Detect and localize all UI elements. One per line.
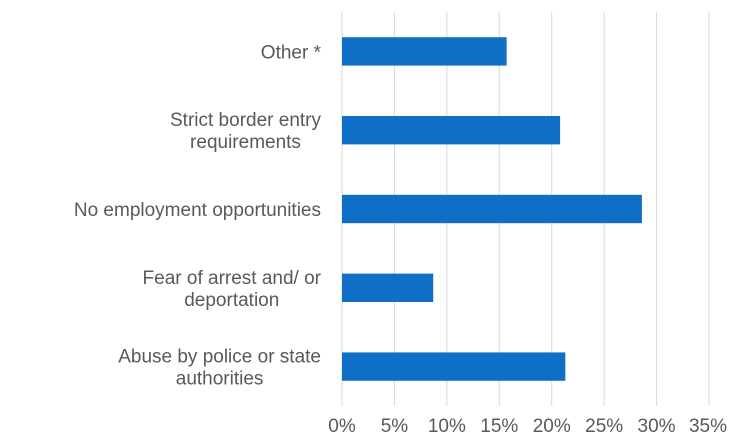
x-tick-label: 15%	[480, 416, 518, 437]
x-tick-label: 35%	[689, 416, 727, 437]
category-label-line: authorities	[176, 369, 264, 390]
category-label: Other *	[261, 42, 322, 63]
x-tick-label: 0%	[328, 416, 356, 437]
category-label-line: requirements	[190, 132, 301, 153]
bar	[342, 273, 434, 302]
category-label-line: Other *	[261, 42, 322, 63]
bars	[342, 37, 642, 381]
category-label-line: Fear of arrest and/ or	[143, 268, 322, 289]
x-tick-label: 10%	[428, 416, 466, 437]
x-tick-label: 5%	[381, 416, 409, 437]
bar	[342, 116, 561, 145]
category-label-line: deportation	[184, 290, 279, 311]
category-label: Strict border entry requirements	[170, 110, 321, 153]
category-label-line: Strict border entry	[170, 110, 321, 131]
category-label: Fear of arrest and/ or deportation	[143, 268, 322, 311]
category-label: Abuse by police or state authorities	[118, 347, 321, 390]
category-label-line: Abuse by police or state	[118, 347, 321, 368]
x-tick-label: 30%	[638, 416, 676, 437]
category-label-line: No employment opportunities	[74, 200, 321, 221]
bar	[342, 37, 507, 66]
category-label: No employment opportunities	[74, 200, 321, 221]
x-tick-label: 20%	[533, 416, 571, 437]
bar	[342, 194, 642, 224]
x-tick-label: 25%	[585, 416, 623, 437]
bar	[342, 352, 566, 381]
x-axis-tick-labels: 0% 5% 10% 15% 20% 25% 30% 35%	[328, 416, 727, 437]
category-labels: Other * Strict border entry requirements No…	[74, 42, 322, 389]
